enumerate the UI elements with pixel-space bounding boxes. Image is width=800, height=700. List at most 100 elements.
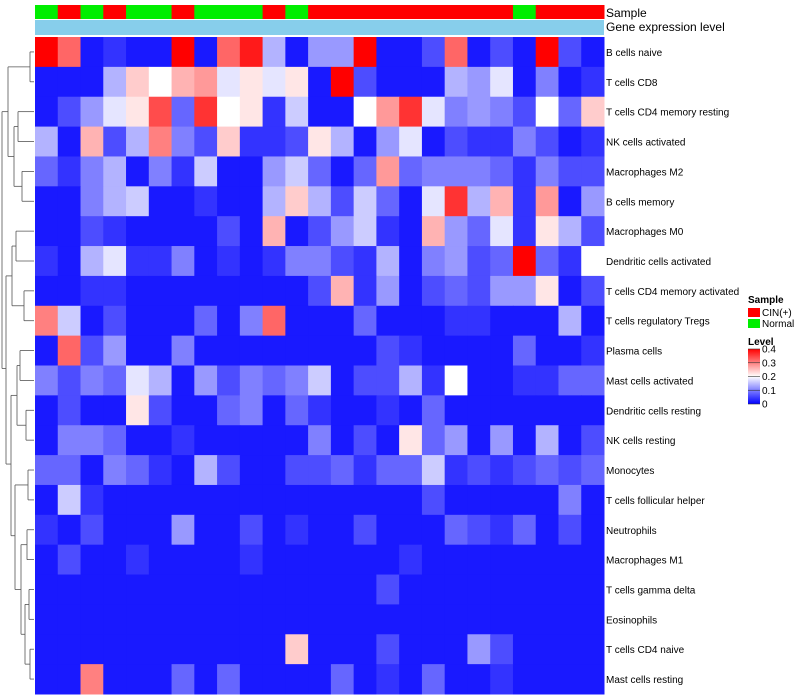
heatmap-cell xyxy=(262,66,286,98)
heatmap-cell xyxy=(285,455,309,486)
heatmap-cell xyxy=(35,186,59,217)
heatmap-cell xyxy=(126,544,150,576)
heatmap-cell xyxy=(444,37,468,68)
heatmap-cell xyxy=(353,365,377,396)
heatmap-cell xyxy=(35,574,59,605)
heatmap-cell xyxy=(126,484,150,516)
heatmap-cell xyxy=(353,37,377,68)
heatmap-cell xyxy=(262,425,286,456)
sample-annotation-cell xyxy=(57,5,82,19)
heatmap-cell xyxy=(581,246,605,277)
heatmap-cell xyxy=(57,425,82,456)
heatmap-cell xyxy=(330,455,355,486)
heatmap-cell xyxy=(376,574,400,605)
heatmap-cell xyxy=(558,664,582,695)
heatmap-cell xyxy=(35,395,59,426)
heatmap-cell xyxy=(194,216,218,247)
heatmap-cell xyxy=(467,335,491,366)
heatmap-cell xyxy=(444,365,468,396)
heatmap-cell xyxy=(512,37,537,68)
heatmap-cell xyxy=(558,246,582,277)
heatmap-cell xyxy=(308,395,332,426)
heatmap-cell xyxy=(376,156,400,187)
heatmap-cell xyxy=(467,395,491,426)
heatmap-cell xyxy=(490,156,514,187)
heatmap-cell xyxy=(194,246,218,277)
heatmap-cell xyxy=(308,96,332,128)
heatmap-cell xyxy=(57,246,82,277)
heatmap-cell xyxy=(330,574,355,605)
heatmap-cell xyxy=(490,126,514,157)
heatmap-cell xyxy=(308,216,332,247)
heatmap-cell xyxy=(512,126,537,157)
heatmap-cell xyxy=(467,305,491,337)
heatmap-cell xyxy=(444,664,468,695)
heatmap-cell xyxy=(239,604,264,635)
heatmap-cell xyxy=(171,544,195,576)
heatmap-cell xyxy=(35,634,59,665)
heatmap-cell xyxy=(80,365,104,396)
heatmap-cell xyxy=(535,365,559,396)
heatmap-cell xyxy=(171,664,195,695)
heatmap-cell xyxy=(126,37,150,68)
heatmap-cell xyxy=(581,574,605,605)
heatmap-cell xyxy=(558,37,582,68)
heatmap-cell xyxy=(376,66,400,98)
sample-annotation-cell xyxy=(148,5,173,19)
heatmap-cell xyxy=(330,664,355,695)
heatmap-cell xyxy=(444,574,468,605)
heatmap-cell xyxy=(35,664,59,695)
heatmap-cell xyxy=(467,246,491,277)
heatmap-cell xyxy=(444,66,468,98)
heatmap-cell xyxy=(171,246,195,277)
heatmap-cell xyxy=(558,96,582,128)
heatmap-cell xyxy=(103,395,127,426)
heatmap-cell xyxy=(399,216,423,247)
heatmap-cell xyxy=(581,96,605,128)
heatmap-cell xyxy=(262,634,286,665)
heatmap-cell xyxy=(444,126,468,157)
sample-annotation-cell xyxy=(581,5,605,19)
legend-level-tick-label: 0.3 xyxy=(762,358,776,369)
heatmap-cell xyxy=(194,96,218,128)
heatmap-cell xyxy=(194,425,218,456)
heatmap-cell xyxy=(399,96,423,128)
row-label: T cells gamma delta xyxy=(606,585,696,596)
heatmap-cell xyxy=(399,634,423,665)
heatmap-cell xyxy=(444,305,468,337)
heatmap-cell xyxy=(308,275,332,307)
heatmap-cell xyxy=(148,365,173,396)
heatmap-cell xyxy=(262,395,286,426)
heatmap-cell xyxy=(35,604,59,635)
heatmap-cell xyxy=(239,305,264,337)
heatmap-cell xyxy=(194,574,218,605)
heatmap-cell xyxy=(490,425,514,456)
heatmap-cell xyxy=(490,484,514,516)
heatmap-cell xyxy=(308,544,332,576)
heatmap-cell xyxy=(148,66,173,98)
heatmap-cell xyxy=(171,37,195,68)
heatmap-cell xyxy=(148,634,173,665)
row-label: T cells follicular helper xyxy=(606,496,705,507)
heatmap-cell xyxy=(376,186,400,217)
heatmap-cell xyxy=(35,335,59,366)
heatmap-cell xyxy=(512,186,537,217)
heatmap-cell xyxy=(353,425,377,456)
heatmap-cell xyxy=(80,395,104,426)
heatmap-cell xyxy=(330,126,355,157)
heatmap-cell xyxy=(558,186,582,217)
heatmap-cell xyxy=(239,425,264,456)
row-label: Macrophages M2 xyxy=(606,167,684,178)
heatmap-cell xyxy=(148,275,173,307)
heatmap-cell xyxy=(353,275,377,307)
heatmap-cell xyxy=(490,544,514,576)
heatmap-cell xyxy=(35,275,59,307)
heatmap-cell xyxy=(399,365,423,396)
heatmap-cell xyxy=(285,305,309,337)
heatmap-cell xyxy=(35,66,59,98)
sample-annotation-cell xyxy=(376,5,400,19)
heatmap-cell xyxy=(57,305,82,337)
heatmap-cell xyxy=(80,66,104,98)
heatmap-cell xyxy=(444,246,468,277)
heatmap-cell xyxy=(512,246,537,277)
